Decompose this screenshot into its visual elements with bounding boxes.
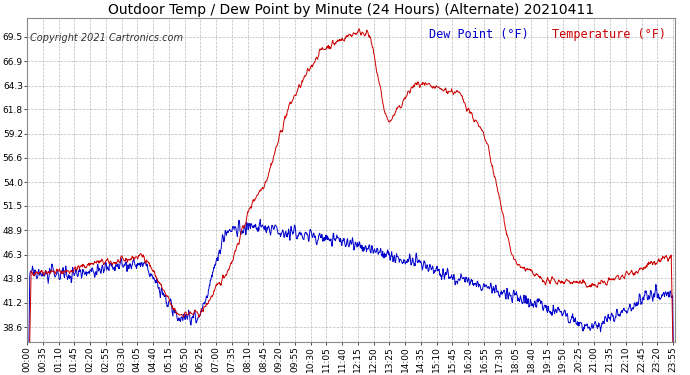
Text: Temperature (°F): Temperature (°F) — [552, 28, 666, 40]
Text: Dew Point (°F): Dew Point (°F) — [428, 28, 529, 40]
Title: Outdoor Temp / Dew Point by Minute (24 Hours) (Alternate) 20210411: Outdoor Temp / Dew Point by Minute (24 H… — [108, 3, 594, 17]
Text: Copyright 2021 Cartronics.com: Copyright 2021 Cartronics.com — [30, 33, 184, 42]
